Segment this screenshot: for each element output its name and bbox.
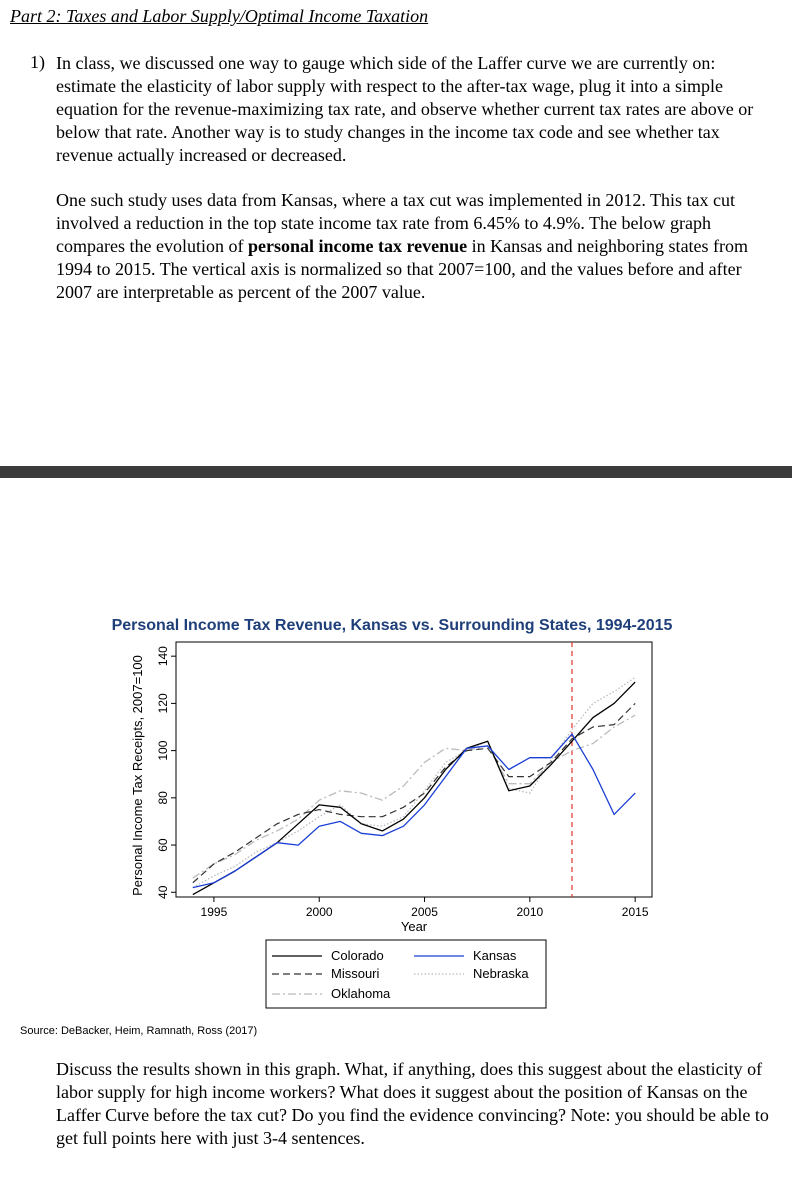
plot-frame (175, 641, 653, 898)
closing-question: Discuss the results shown in this graph.… (56, 1059, 769, 1148)
x-tick-label: 2000 (306, 905, 333, 919)
x-tick-label: 1995 (201, 905, 228, 919)
series-line-kansas (192, 733, 636, 889)
y-tick-label: 120 (156, 693, 170, 713)
series-line-missouri (192, 702, 636, 884)
x-tick-label: 2010 (516, 905, 543, 919)
series-line-nebraska (192, 676, 636, 889)
chart-title: Personal Income Tax Revenue, Kansas vs. … (112, 617, 673, 634)
x-tick-label: 2005 (411, 905, 438, 919)
question-body: In class, we discussed one way to gauge … (56, 52, 776, 304)
question-number: 1) (30, 52, 45, 72)
y-axis-label: Personal Income Tax Receipts, 2007=100 (130, 655, 145, 896)
y-tick-label: 100 (156, 740, 170, 760)
legend-label-missouri: Missouri (331, 966, 380, 981)
legend-box (265, 939, 547, 1009)
revenue-chart: Personal Income Tax Revenue, Kansas vs. … (20, 617, 673, 1037)
series-line-oklahoma (192, 714, 636, 879)
y-tick-label: 60 (156, 838, 170, 852)
source-note: Source: DeBacker, Heim, Ramnath, Ross (2… (20, 1025, 257, 1037)
part-title: Part 2: Taxes and Labor Supply/Optimal I… (10, 6, 429, 26)
y-tick-label: 80 (156, 791, 170, 805)
x-axis-label: Year (401, 919, 428, 934)
paragraph-2-rest: in Kansas and neighboring states from 19… (56, 236, 749, 302)
paragraph-2-emphasis: personal income tax revenue (247, 236, 468, 256)
chart-panel: Personal Income Tax Revenue, Kansas vs. … (0, 600, 792, 1038)
section-divider (0, 466, 792, 478)
question-paragraph-1: In class, we discussed one way to gauge … (56, 53, 754, 165)
paragraph-2-intro: One such study uses data from Kansas, wh… (56, 190, 736, 256)
legend-label-oklahoma: Oklahoma (331, 986, 391, 1001)
legend-label-colorado: Colorado (331, 948, 384, 963)
y-tick-label: 40 (156, 885, 170, 899)
question-paragraph-2: One such study uses data from Kansas, wh… (56, 189, 776, 304)
legend-label-nebraska: Nebraska (473, 966, 529, 981)
y-tick-label: 140 (156, 646, 170, 666)
x-tick-label: 2015 (622, 905, 649, 919)
legend-label-kansas: Kansas (473, 948, 517, 963)
